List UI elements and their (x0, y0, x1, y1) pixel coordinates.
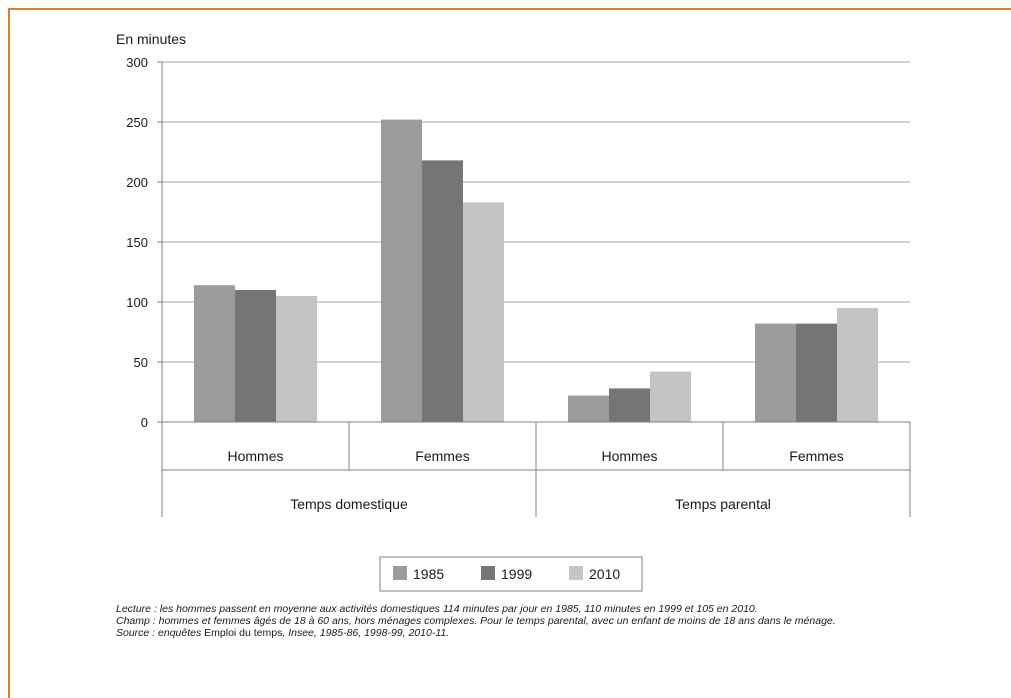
legend: 1985 1999 2010 (379, 556, 643, 592)
bar-1999-1 (235, 290, 276, 422)
legend-box (379, 556, 643, 592)
y-tick-labels: 0 50 100 150 200 250 300 (126, 55, 162, 430)
y-tick-label: 50 (134, 355, 148, 370)
bar-1999-2 (422, 160, 463, 422)
legend-swatch-1985 (393, 566, 407, 580)
bar-2010-1 (276, 296, 317, 422)
note-champ: Champ : hommes et femmes âgés de 18 à 60… (116, 615, 836, 628)
legend-label-2010: 2010 (589, 566, 620, 582)
y-tick-label: 250 (126, 115, 148, 130)
source-sep: , (282, 627, 289, 640)
y-axis-label: En minutes (116, 31, 186, 47)
x-category-label: Hommes (227, 448, 283, 464)
x-category-label: Femmes (415, 448, 469, 464)
y-tick-label: 0 (141, 415, 148, 430)
source-years: , 1985-86, 1998-99, 2010-11. (313, 627, 450, 640)
bars (194, 119, 878, 422)
x-category-label: Hommes (601, 448, 657, 464)
source-title: Emploi du temps (204, 627, 283, 640)
bar-2010-3 (650, 371, 691, 422)
bar-1999-4 (796, 323, 837, 422)
chart-notes: Lecture : les hommes passent en moyenne … (116, 603, 912, 640)
bar-2010-4 (837, 308, 878, 422)
legend-swatch-2010 (569, 566, 583, 580)
bar-1985-4 (755, 323, 796, 422)
x-category-labels: Hommes Femmes Hommes Femmes Temps domestique… (227, 448, 843, 512)
source-prefix: Source : enquêtes (116, 627, 205, 640)
y-tick-label: 200 (126, 175, 148, 190)
note-source: Source : enquêtes Emploi du temps, Insee… (116, 627, 912, 639)
x-group-label: Temps domestique (290, 496, 408, 512)
legend-swatch-1999 (481, 566, 495, 580)
y-tick-label: 300 (126, 55, 148, 70)
bar-1985-1 (194, 285, 235, 422)
y-tick-label: 100 (126, 295, 148, 310)
note-lecture: Lecture : les hommes passent en moyenne … (116, 603, 758, 615)
legend-label-1985: 1985 (413, 566, 444, 582)
figure-frame (8, 8, 1011, 698)
source-org: Insee (288, 627, 314, 640)
bar-1985-3 (568, 395, 609, 422)
x-group-label: Temps parental (675, 496, 771, 512)
bar-chart: En minutes 0 50 100 150 200 250 300 Hommes Femm… (116, 31, 911, 592)
y-tick-label: 150 (126, 235, 148, 250)
bar-2010-2 (463, 202, 504, 422)
legend-label-1999: 1999 (501, 566, 532, 582)
x-category-label: Femmes (789, 448, 843, 464)
axes (161, 62, 911, 517)
bar-1985-2 (381, 119, 422, 422)
gridlines (162, 61, 910, 363)
bar-1999-3 (609, 388, 650, 422)
